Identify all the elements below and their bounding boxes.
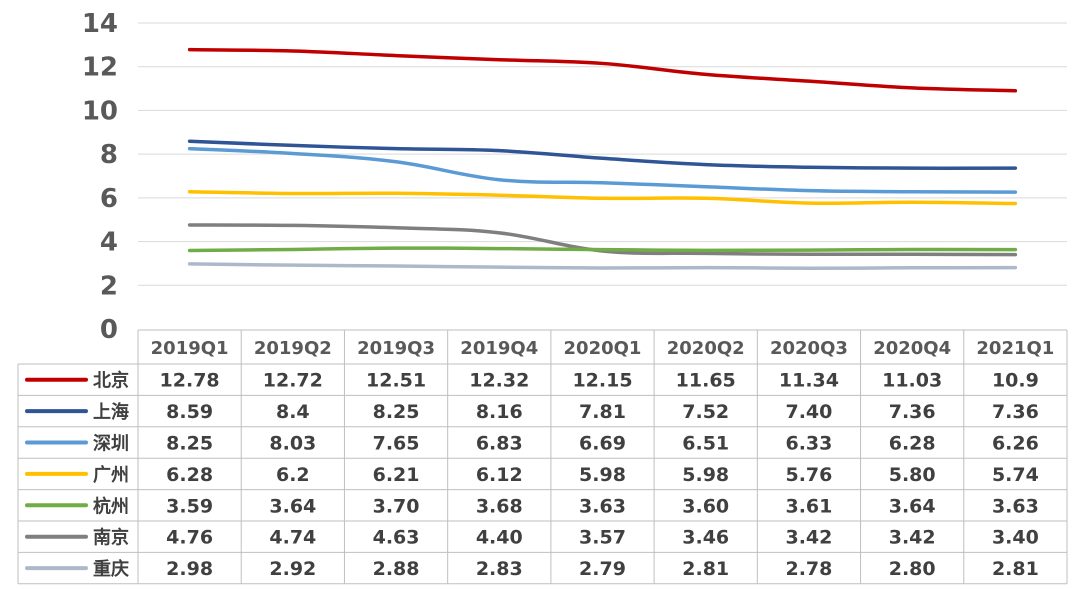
series-line <box>187 47 1018 93</box>
data-label: 8.25 <box>166 433 213 455</box>
legend-label: 南京 <box>93 527 129 549</box>
x-tick-label: 2020Q2 <box>667 338 745 359</box>
data-label: 12.15 <box>572 370 632 392</box>
data-label: 3.63 <box>992 495 1039 517</box>
x-tick-label: 2019Q2 <box>254 338 332 359</box>
data-label: 12.32 <box>469 370 529 392</box>
data-label: 2.81 <box>992 558 1039 580</box>
legend-label: 深圳 <box>93 433 129 455</box>
data-label: 6.21 <box>373 464 420 486</box>
data-label: 5.76 <box>785 464 832 486</box>
data-label: 12.78 <box>160 370 220 392</box>
data-label: 2.88 <box>373 558 420 580</box>
data-label: 5.74 <box>992 464 1039 486</box>
data-label: 6.51 <box>682 433 729 455</box>
data-label: 6.26 <box>992 433 1039 455</box>
data-label: 3.59 <box>166 495 213 517</box>
data-label: 3.60 <box>682 495 729 517</box>
series-line <box>187 146 1018 194</box>
series-line <box>187 139 1018 170</box>
data-label: 8.4 <box>276 401 310 423</box>
x-tick-label: 2019Q4 <box>460 338 538 359</box>
data-label: 8.59 <box>166 401 213 423</box>
x-tick-label: 2020Q1 <box>564 338 642 359</box>
data-label: 8.03 <box>269 433 316 455</box>
data-label: 2.81 <box>682 558 729 580</box>
data-label: 2.92 <box>269 558 316 580</box>
data-label: 4.40 <box>476 527 523 549</box>
legend-label: 杭州 <box>93 495 129 517</box>
data-label: 11.65 <box>676 370 736 392</box>
data-label: 3.61 <box>785 495 832 517</box>
data-label: 3.63 <box>579 495 626 517</box>
data-label: 7.81 <box>579 401 626 423</box>
data-label: 5.80 <box>889 464 936 486</box>
data-label: 4.76 <box>166 527 213 549</box>
data-label: 3.42 <box>785 527 832 549</box>
data-label: 3.64 <box>269 495 316 517</box>
data-label: 3.64 <box>889 495 936 517</box>
y-tick-label: 10 <box>82 96 118 126</box>
data-label: 8.25 <box>373 401 420 423</box>
data-label: 5.98 <box>579 464 626 486</box>
y-tick-label: 0 <box>100 315 118 345</box>
data-label: 4.74 <box>269 527 316 549</box>
data-label: 12.72 <box>263 370 323 392</box>
data-label: 5.98 <box>682 464 729 486</box>
legend-label: 广州 <box>93 464 129 486</box>
data-label: 3.57 <box>579 527 626 549</box>
series-line <box>187 189 1018 206</box>
y-tick-label: 14 <box>82 9 118 39</box>
series-lines <box>187 47 1018 270</box>
data-label: 7.52 <box>682 401 729 423</box>
series-line <box>187 262 1018 270</box>
data-label: 2.78 <box>785 558 832 580</box>
y-tick-label: 2 <box>100 271 118 301</box>
legend-label: 重庆 <box>93 558 129 580</box>
y-tick-label: 4 <box>100 228 118 258</box>
data-label: 6.28 <box>166 464 213 486</box>
data-label: 6.69 <box>579 433 626 455</box>
y-tick-label: 6 <box>100 184 118 214</box>
data-label: 2.83 <box>476 558 523 580</box>
data-label: 2.79 <box>579 558 626 580</box>
data-label: 8.16 <box>476 401 523 423</box>
data-label: 7.65 <box>373 433 420 455</box>
y-tick-label: 8 <box>100 140 118 170</box>
data-label: 6.2 <box>276 464 310 486</box>
x-tick-label: 2019Q1 <box>151 338 229 359</box>
data-label: 3.68 <box>476 495 523 517</box>
legend-label: 北京 <box>93 370 129 392</box>
x-tick-label: 2020Q4 <box>873 338 951 359</box>
data-label: 6.12 <box>476 464 523 486</box>
data-label: 3.46 <box>682 527 729 549</box>
data-label: 11.03 <box>882 370 942 392</box>
data-label: 12.51 <box>366 370 426 392</box>
data-label: 2.80 <box>889 558 936 580</box>
data-label: 6.28 <box>889 433 936 455</box>
data-label: 10.9 <box>992 370 1039 392</box>
y-tick-label: 12 <box>82 53 118 83</box>
data-label: 6.83 <box>476 433 523 455</box>
series-line <box>187 246 1018 253</box>
x-tick-label: 2021Q1 <box>976 338 1054 359</box>
data-label: 7.36 <box>992 401 1039 423</box>
x-tick-label: 2020Q3 <box>770 338 848 359</box>
x-tick-label: 2019Q3 <box>357 338 435 359</box>
data-label: 2.98 <box>166 558 213 580</box>
data-table: 2019Q1 2019Q2 2019Q3 2019Q4 2020Q1 2020Q2 2020… <box>17 329 1068 585</box>
legend-label: 上海 <box>93 401 129 423</box>
data-label: 7.40 <box>785 401 832 423</box>
data-label: 3.42 <box>889 527 936 549</box>
data-label: 11.34 <box>779 370 839 392</box>
y-axis-ticks: 0 2 4 6 8 10 12 14 <box>82 9 118 345</box>
data-label: 7.36 <box>889 401 936 423</box>
data-label: 3.40 <box>992 527 1039 549</box>
data-label: 4.63 <box>373 527 420 549</box>
data-label: 6.33 <box>785 433 832 455</box>
data-label: 3.70 <box>373 495 420 517</box>
